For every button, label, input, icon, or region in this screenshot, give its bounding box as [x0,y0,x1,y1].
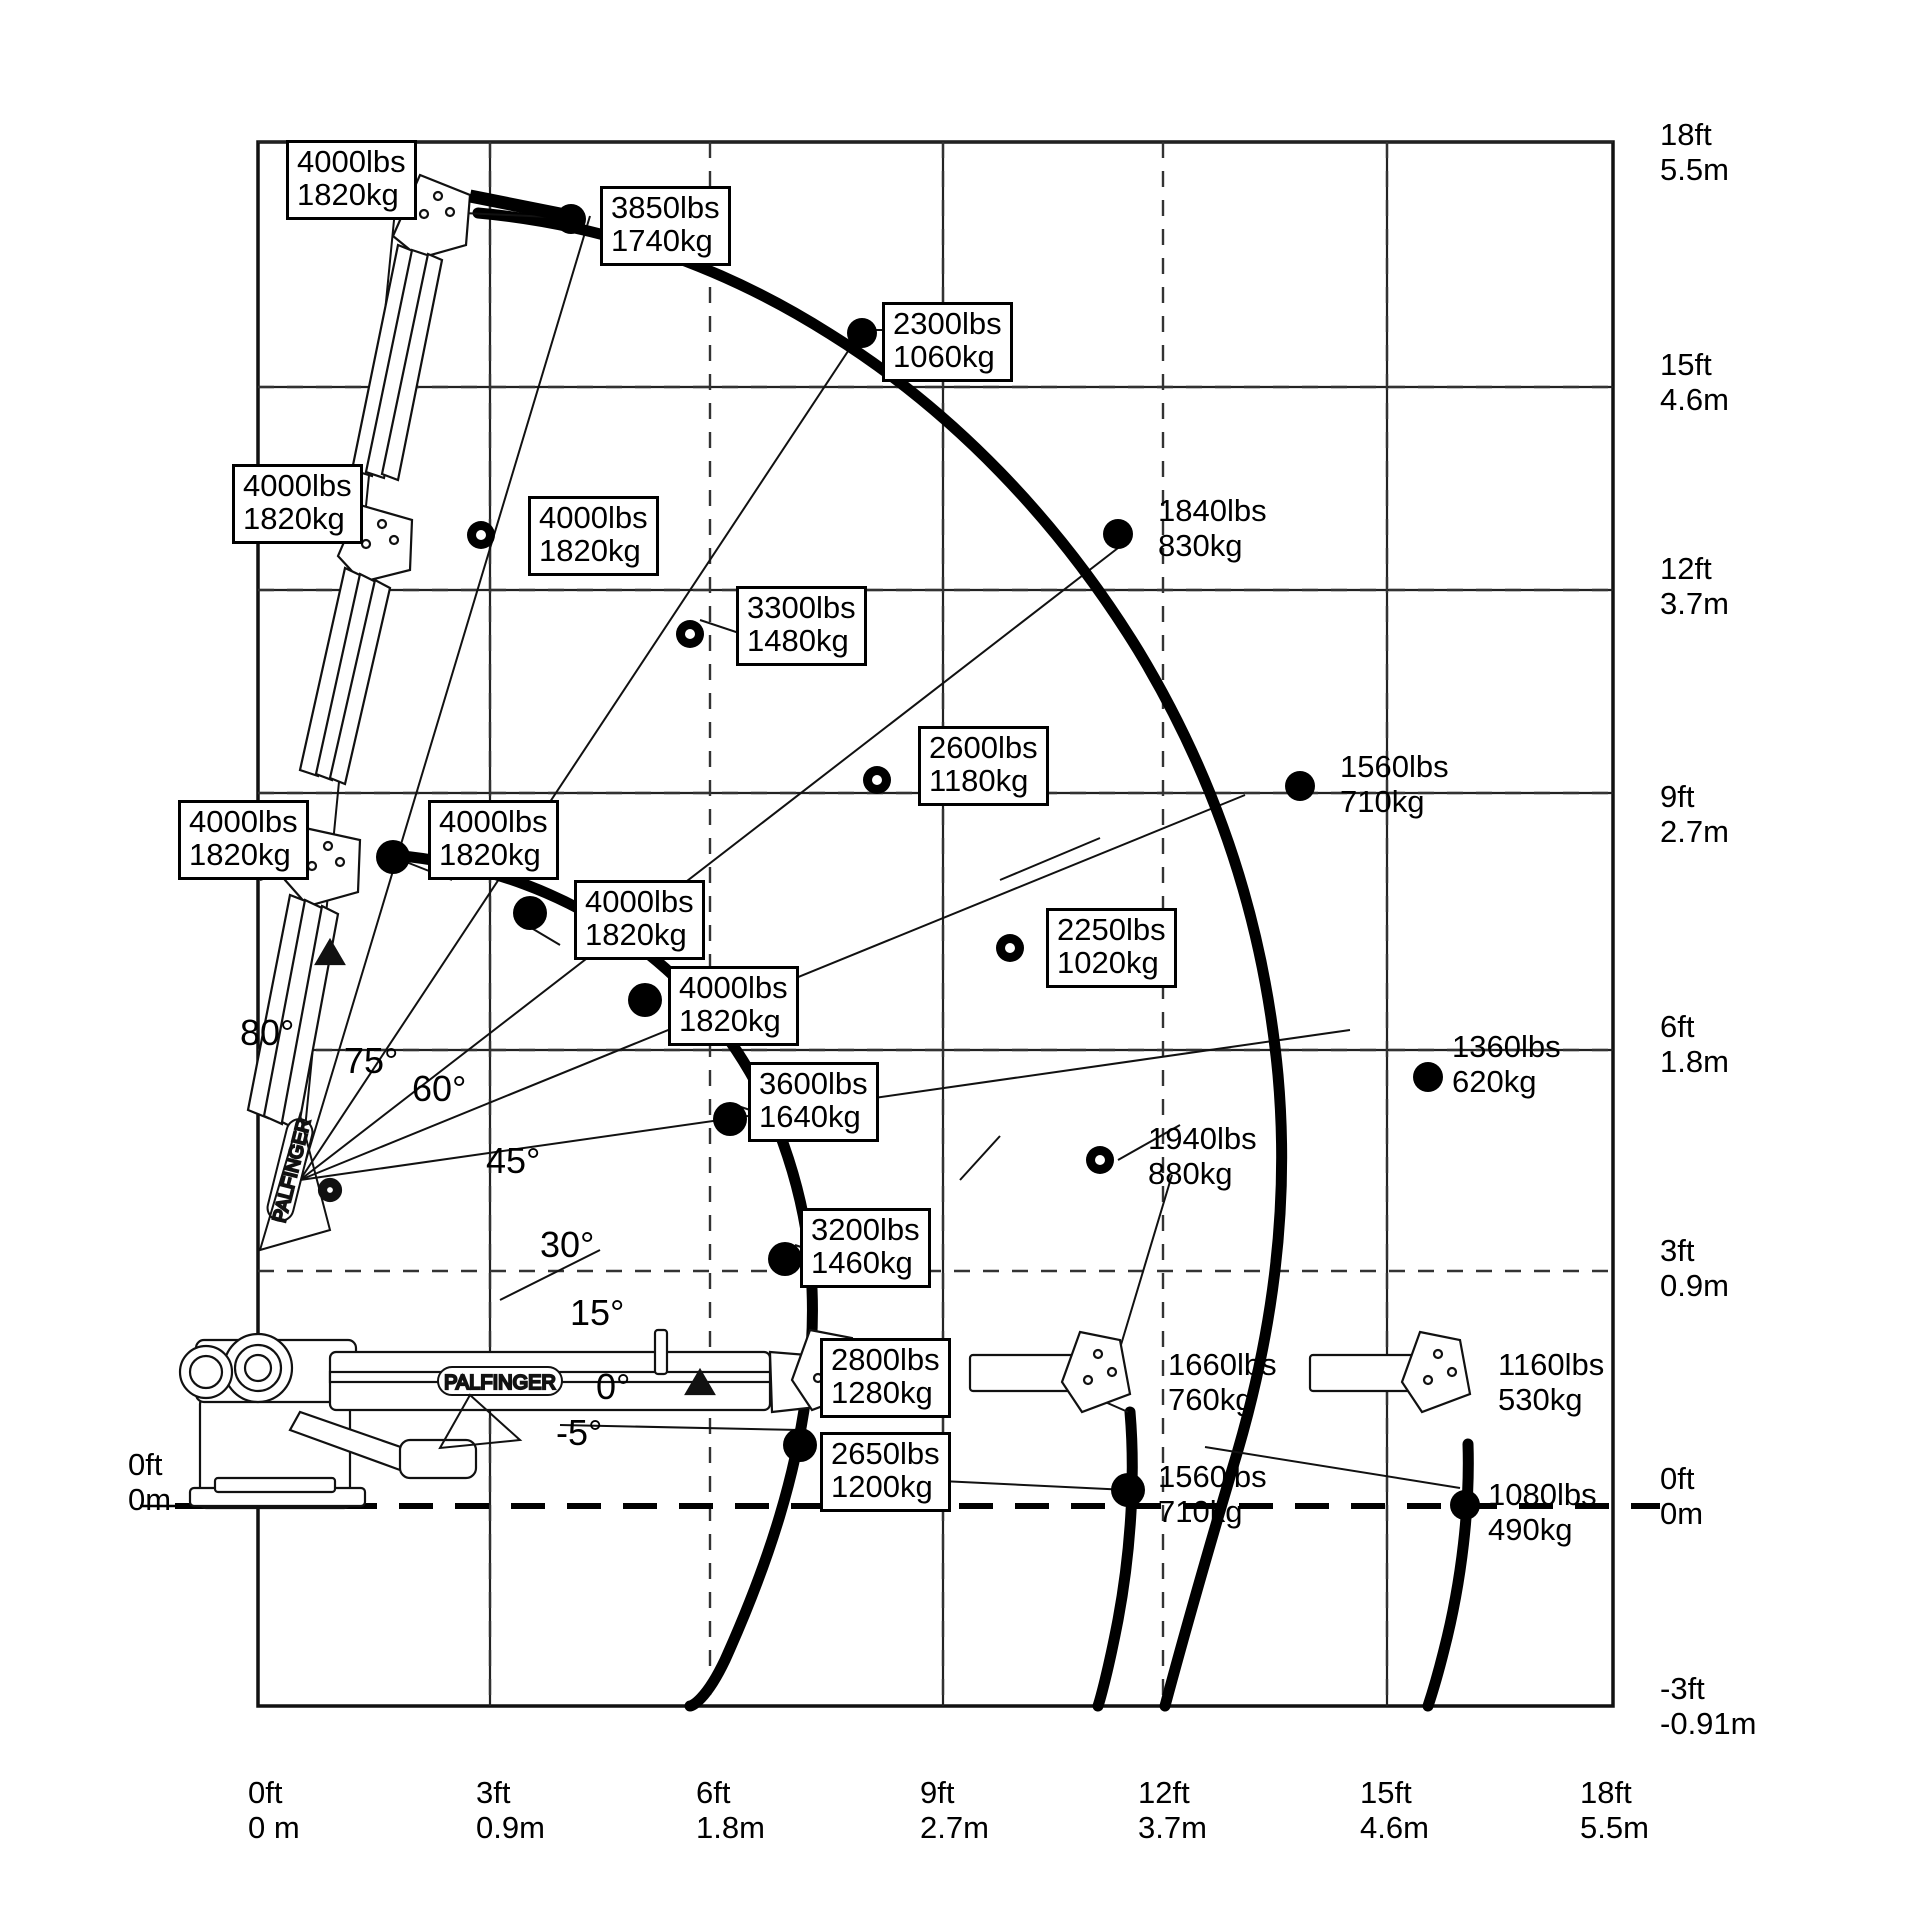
angle-label-0: 0° [596,1366,631,1407]
capacity-arc-outer-lower [1422,1438,1474,1712]
y-tick-0ft: 0ft 0m [1660,1461,1704,1531]
load-label-box: 2650lbs 1200kg [820,1432,951,1512]
load-label-box: 2300lbs 1060kg [882,302,1013,382]
load-point [1111,1473,1145,1507]
angle-label-75: 75° [344,1040,399,1081]
y-origin-label: 0ft 0m [128,1447,172,1517]
y-tick-12ft: 12ft 3.7m [1660,551,1729,621]
load-label-box: 4000lbs 1820kg [178,800,309,880]
load-label: 1080lbs 490kg [1488,1477,1597,1547]
angle-label-30: 30° [540,1224,595,1265]
y-tick-3ft: 3ft 0.9m [1660,1233,1729,1303]
angle-label-45: 45° [486,1140,541,1181]
x-tick-12ft: 12ft 3.7m [1138,1775,1207,1845]
load-point [1450,1490,1480,1520]
load-point [1413,1062,1443,1092]
crane-head-ext2 [968,1330,1132,1414]
load-label-box: 2600lbs 1180kg [918,726,1049,806]
x-tick-0ft: 0ft 0 m [248,1775,300,1845]
load-point-ring [467,521,1114,1174]
load-point [768,1242,802,1276]
crane-base [178,1332,478,1510]
load-label-box: 3200lbs 1460kg [800,1208,931,1288]
load-label-box: 4000lbs 1820kg [574,880,705,960]
load-point [1103,519,1133,549]
load-label-box: 2250lbs 1020kg [1046,908,1177,988]
load-label-box: 2800lbs 1280kg [820,1338,951,1418]
load-label-box: 3300lbs 1480kg [736,586,867,666]
x-tick-9ft: 9ft 2.7m [920,1775,989,1845]
load-point [847,318,877,348]
x-tick-15ft: 15ft 4.6m [1360,1775,1429,1845]
load-point [1285,771,1315,801]
load-point [376,840,410,874]
angle-rays [299,209,1351,1181]
load-label-box: 4000lbs 1820kg [428,800,559,880]
load-label: 1360lbs 620kg [1452,1029,1561,1099]
x-tick-18ft: 18ft 5.5m [1580,1775,1649,1845]
crane-head-ext3 [1308,1330,1472,1414]
load-label: 1940lbs 880kg [1148,1121,1257,1191]
load-point-markers [376,204,1480,1520]
load-label: 1560lbs 710kg [1340,749,1449,819]
load-point [556,204,586,234]
y-tick-6ft: 6ft 1.8m [1660,1009,1729,1079]
load-label-box: 3850lbs 1740kg [600,186,731,266]
load-label-box: 4000lbs 1820kg [528,496,659,576]
y-tick-15ft: 15ft 4.6m [1660,347,1729,417]
x-tick-3ft: 3ft 0.9m [476,1775,545,1845]
angle-label-15: 15° [570,1292,625,1333]
load-label-box: 4000lbs 1820kg [668,966,799,1046]
svg-text:PALFINGER: PALFINGER [444,1372,556,1394]
load-label: 1840lbs 830kg [1158,493,1267,563]
load-label-box: 4000lbs 1820kg [232,464,363,544]
load-label-box: 4000lbs 1820kg [286,140,417,220]
load-label: 1660lbs 760kg [1168,1347,1277,1417]
load-point [713,1102,747,1136]
load-label-box: 3600lbs 1640kg [748,1062,879,1142]
y-tick-18ft: 18ft 5.5m [1660,117,1729,187]
angle-label-80: 80° [240,1012,295,1053]
y-tick-9ft: 9ft 2.7m [1660,779,1729,849]
crane-boom-80deg [350,173,562,482]
load-label: 1560lbs 710kg [1158,1459,1267,1529]
capacity-arc-outer [472,207,1288,1712]
load-point [783,1428,817,1462]
y-tick-neg3ft: -3ft -0.91m [1660,1671,1757,1741]
x-tick-6ft: 6ft 1.8m [696,1775,765,1845]
load-point [513,896,547,930]
load-point [628,983,662,1017]
load-label: 1160lbs 530kg [1498,1347,1605,1417]
angle-label-60: 60° [412,1068,467,1109]
angle-label-neg5: -5° [556,1412,603,1453]
capacity-arc-middle [1092,1406,1138,1712]
crane-boom-mid [298,503,414,786]
